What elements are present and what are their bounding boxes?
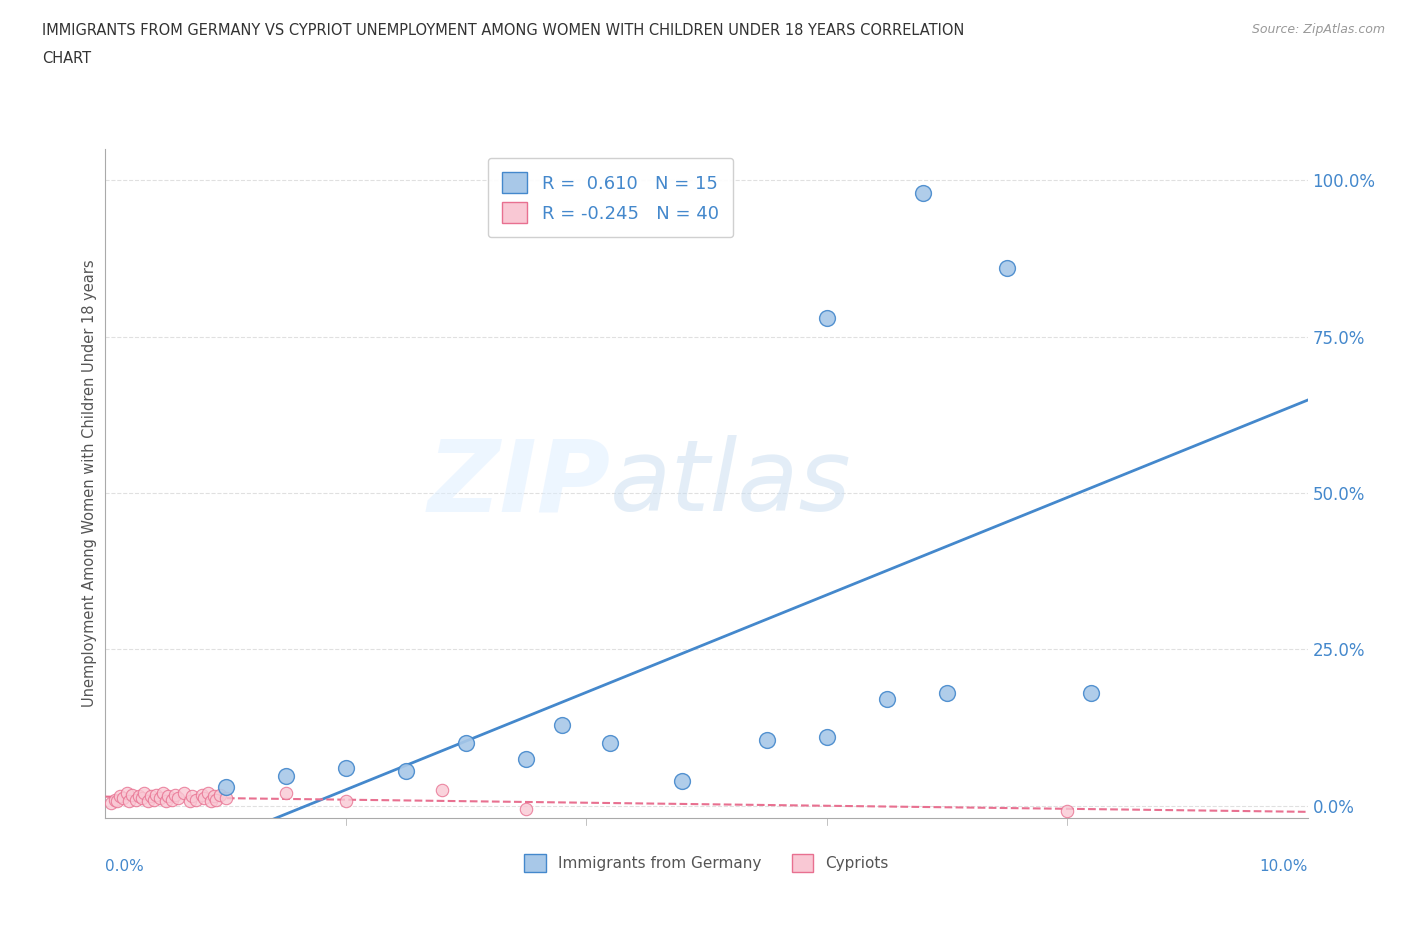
- Point: [214, 779, 236, 794]
- Point: [815, 730, 838, 745]
- Legend: Immigrants from Germany, Cypriots: Immigrants from Germany, Cypriots: [519, 848, 894, 878]
- Point: [1056, 804, 1078, 818]
- Point: [911, 185, 934, 200]
- Point: [173, 786, 195, 801]
- Point: [100, 795, 122, 810]
- Point: [156, 789, 179, 804]
- Point: [197, 786, 219, 801]
- Text: 10.0%: 10.0%: [1260, 858, 1308, 873]
- Point: [335, 793, 357, 808]
- Point: [335, 761, 357, 776]
- Y-axis label: Unemployment Among Women with Children Under 18 years: Unemployment Among Women with Children U…: [82, 259, 97, 708]
- Point: [200, 793, 222, 808]
- Point: [118, 793, 141, 808]
- Point: [108, 789, 131, 804]
- Text: CHART: CHART: [42, 51, 91, 66]
- Point: [1080, 685, 1102, 700]
- Point: [145, 787, 167, 802]
- Point: [132, 786, 155, 801]
- Point: [671, 774, 693, 789]
- Point: [112, 790, 135, 805]
- Point: [454, 736, 477, 751]
- Text: Source: ZipAtlas.com: Source: ZipAtlas.com: [1251, 23, 1385, 36]
- Point: [936, 685, 959, 700]
- Text: atlas: atlas: [610, 435, 852, 532]
- Point: [104, 792, 127, 807]
- Point: [181, 789, 204, 804]
- Point: [515, 751, 537, 766]
- Point: [202, 789, 225, 804]
- Point: [184, 792, 207, 807]
- Text: 0.0%: 0.0%: [105, 858, 145, 873]
- Point: [430, 783, 453, 798]
- Point: [193, 790, 215, 805]
- Point: [815, 311, 838, 325]
- Point: [131, 790, 153, 805]
- Point: [214, 790, 236, 805]
- Text: ZIP: ZIP: [427, 435, 610, 532]
- Point: [152, 786, 174, 801]
- Point: [128, 789, 150, 804]
- Point: [755, 733, 778, 748]
- Point: [876, 692, 898, 707]
- Point: [124, 792, 146, 807]
- Point: [148, 790, 170, 805]
- Point: [395, 764, 418, 779]
- Point: [190, 787, 212, 802]
- Point: [160, 792, 183, 807]
- Point: [995, 260, 1018, 275]
- Point: [136, 793, 159, 808]
- Point: [107, 793, 129, 808]
- Point: [599, 736, 621, 751]
- Point: [179, 793, 201, 808]
- Point: [208, 787, 231, 802]
- Point: [142, 792, 165, 807]
- Point: [551, 717, 574, 732]
- Point: [115, 786, 138, 801]
- Point: [166, 790, 188, 805]
- Point: [205, 792, 228, 807]
- Point: [515, 802, 537, 817]
- Text: IMMIGRANTS FROM GERMANY VS CYPRIOT UNEMPLOYMENT AMONG WOMEN WITH CHILDREN UNDER : IMMIGRANTS FROM GERMANY VS CYPRIOT UNEMP…: [42, 23, 965, 38]
- Point: [139, 789, 162, 804]
- Point: [121, 787, 143, 802]
- Point: [155, 793, 177, 808]
- Point: [165, 787, 187, 802]
- Point: [274, 768, 297, 783]
- Point: [274, 786, 297, 801]
